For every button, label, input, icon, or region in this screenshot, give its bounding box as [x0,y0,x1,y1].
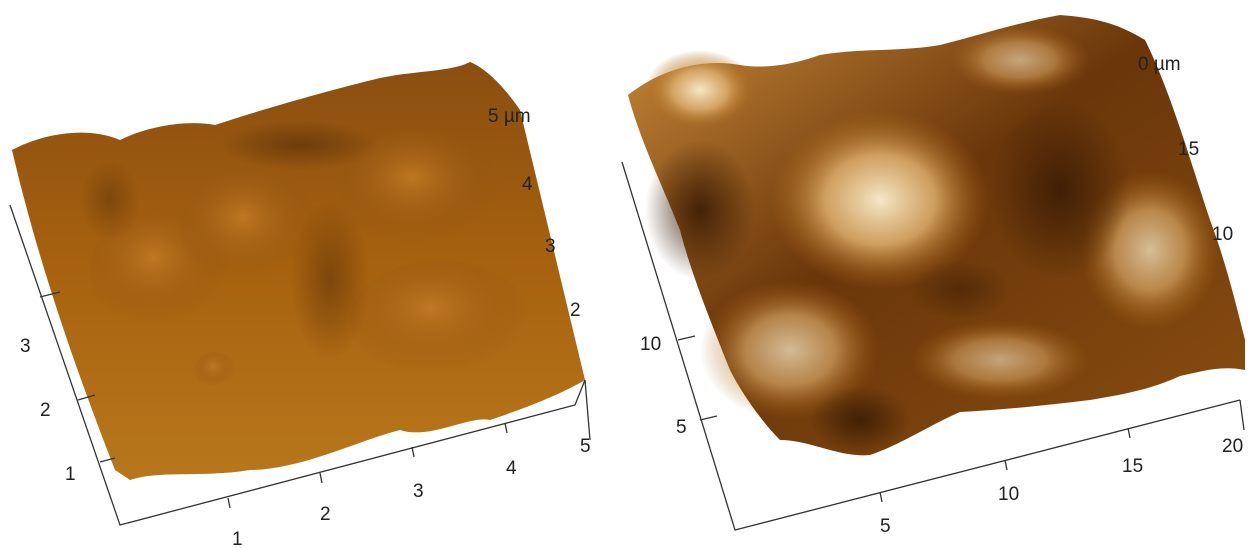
peak-highlight [770,110,990,290]
afm-right-bottom-tick: 20 [1222,436,1243,457]
afm-left-right-tick: 4 [522,174,533,195]
shadow [220,120,380,170]
valley-shadow [910,260,1010,320]
afm-left-bottom-tick: 2 [320,504,331,525]
shadow [80,160,140,240]
afm-left-right-tick: 2 [570,300,581,321]
afm-left-unit-label: 5 µm [488,106,531,127]
afm-right-bottom-tick: 15 [1122,456,1143,477]
afm-right-ticks [677,335,1131,503]
afm-left-left-tick: 2 [40,400,51,421]
grain [340,130,500,250]
grain [195,352,235,388]
peak-highlight [700,280,880,420]
grain [350,260,530,380]
afm-right-bottom-tick: 10 [998,484,1019,505]
afm-left-panel: 5 µm 4 3 2 3 2 1 1 2 3 4 5 [9,62,591,548]
peak-highlight [645,50,755,130]
grain [180,170,320,290]
peak-highlight [950,25,1090,95]
afm-right-unit-label: 0 µm [1138,54,1181,75]
afm-left-right-tick: 3 [545,236,556,257]
afm-left-left-tick: 3 [20,336,31,357]
afm-left-axis-right [584,379,591,441]
valley-shadow [810,385,910,455]
afm-right-panel: 0 µm 15 10 10 5 5 10 15 20 [621,15,1245,537]
afm-right-left-tick: 5 [676,417,687,438]
afm-right-bottom-tick: 5 [880,516,891,537]
afm-left-bottom-tick: 5 [580,436,591,457]
afm-left-bottom-tick: 4 [506,458,517,479]
afm-left-axes [9,204,586,526]
afm-left-bottom-tick: 1 [232,529,243,548]
valley-shadow [990,100,1130,280]
shadow [290,200,370,360]
afm-right-axis-right [1239,399,1245,431]
afm-right-left-tick: 10 [640,334,661,355]
afm-right-axes [621,161,1241,531]
afm-left-bottom-tick: 3 [413,481,424,502]
peak-highlight [910,320,1090,400]
afm-left-left-tick: 1 [65,464,76,485]
afm-right-right-tick: 15 [1178,139,1199,160]
afm-right-right-tick: 10 [1212,224,1233,245]
valley-shadow [645,140,755,280]
afm-left-ticks [39,291,508,509]
